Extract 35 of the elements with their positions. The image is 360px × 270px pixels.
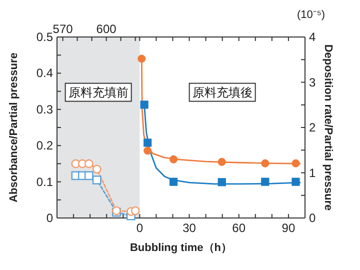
point bbox=[170, 155, 178, 164]
y-axis-title: Absorbance/Partial pressure bbox=[8, 52, 20, 202]
y-tick-label: 0.1 bbox=[36, 174, 54, 189]
y-tick-label: 0.4 bbox=[36, 66, 54, 80]
point bbox=[138, 54, 146, 63]
point bbox=[292, 178, 300, 186]
point bbox=[170, 178, 178, 186]
point bbox=[218, 178, 226, 186]
y-tick-label: 0 bbox=[46, 211, 54, 225]
y-tick-label: 0.2 bbox=[36, 138, 54, 153]
y-tick-label: 0.3 bbox=[36, 102, 54, 116]
x-tick-label: 30 bbox=[182, 221, 196, 235]
annotation: 原料充填前 bbox=[68, 85, 128, 100]
point bbox=[140, 100, 148, 109]
point bbox=[261, 178, 270, 186]
point bbox=[218, 158, 226, 166]
y2-tick-label: 3 bbox=[309, 75, 316, 90]
text: (10⁻⁵) bbox=[296, 9, 326, 21]
point bbox=[144, 138, 152, 147]
x-tick-label: 60 bbox=[232, 221, 246, 235]
point bbox=[292, 159, 300, 168]
y2-tick-label: 0 bbox=[309, 211, 316, 225]
point bbox=[144, 146, 152, 155]
point bbox=[261, 159, 270, 168]
annotation: 原料充填後 bbox=[192, 85, 252, 100]
y2-tick-label: 4 bbox=[309, 30, 316, 44]
x-tick-label: 0 bbox=[136, 221, 144, 235]
y2-tick-label: 1 bbox=[309, 166, 316, 180]
x2-tick-label: 570 bbox=[52, 22, 74, 36]
x-axis-title: Bubbling time（h） bbox=[130, 242, 232, 254]
x2-tick-label: 600 bbox=[96, 22, 117, 36]
y2-tick-label: 2 bbox=[309, 120, 316, 134]
x-tick-label: 90 bbox=[282, 221, 296, 235]
y-tick-label: 0.5 bbox=[36, 30, 54, 44]
y2-axis-title: Deposition rate/Partial pressure bbox=[322, 44, 334, 211]
